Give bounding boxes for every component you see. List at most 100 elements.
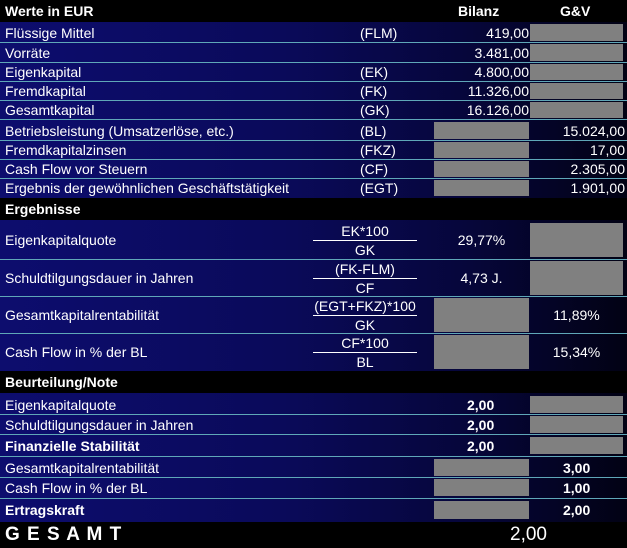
row-separator [0,42,627,43]
row-label: Schuldtilgungsdauer in Jahren [5,416,194,433]
row-separator [0,477,627,478]
bilanz-value: 419,00 [486,24,529,41]
row-label: Finanzielle Stabilität [5,437,140,454]
balance-row: Gesamtkapital (GK) 16.126,00 [0,101,627,119]
gv-value: 2,00 [563,502,591,518]
row-abbr: (EGT) [360,180,399,196]
grey-cell [530,416,623,433]
fraction-bar [313,239,417,241]
grey-cell [434,122,529,139]
header-row: Werte in EUR Bilanz G&V [0,0,627,22]
row-separator [0,81,627,82]
row-label: Eigenkapitalquote [5,232,117,248]
header-gv: G&V [560,3,591,19]
bilanz-value: 11.326,00 [467,83,529,99]
rating-row: Ertragskraft 2,00 [0,500,627,520]
header-bilanz: Bilanz [458,3,500,19]
formula: (EGT+FKZ)*100 GK [313,297,417,333]
grey-cell [434,180,529,196]
row-separator [0,434,627,435]
row-abbr: (BL) [360,122,387,139]
grey-cell [530,24,623,41]
balance-row: Cash Flow vor Steuern (CF) 2.305,00 [0,160,627,178]
row-separator [0,62,627,63]
section-title: Beurteilung/Note [5,374,118,390]
balance-row: Ergebnis der gewöhnlichen Geschäftstätig… [0,179,627,197]
formula-numerator: EK*100 [341,222,389,239]
fraction-bar [313,277,417,279]
gv-value: 11,89% [553,307,600,323]
row-label: Gesamtkapitalrentabilität [5,459,160,476]
formula-denominator: CF [355,279,375,296]
formula-denominator: BL [356,353,374,370]
grey-cell [434,335,529,369]
header-title: Werte in EUR [5,3,94,19]
grey-cell [434,479,529,496]
gv-value: 2.305,00 [570,161,626,177]
balance-row: Fremdkapitalzinsen (FKZ) 17,00 [0,141,627,159]
row-label: Vorräte [5,44,51,61]
fraction-bar [313,314,417,316]
row-abbr: (GK) [360,102,390,118]
grey-cell [434,298,529,332]
bilanz-value: 4,73 J. [460,270,503,286]
grey-cell [434,501,529,519]
bilanz-value: 29,77% [457,232,506,248]
grey-cell [530,437,623,454]
gv-value: 17,00 [589,142,625,158]
row-separator [0,498,627,499]
row-label: Eigenkapital [5,64,82,80]
grey-cell [434,142,529,158]
grey-cell [530,223,623,257]
rating-row: Cash Flow in % der BL 1,00 [0,478,627,497]
bilanz-value: 2,00 [467,437,495,454]
gv-value: 1.901,00 [570,180,626,196]
row-separator [0,456,627,457]
rating-row: Gesamtkapitalrentabilität 3,00 [0,458,627,477]
row-abbr: (FK) [360,83,388,99]
balance-row: Betriebsleistung (Umsatzerlöse, etc.) (B… [0,121,627,140]
row-abbr: (FKZ) [360,142,396,158]
row-label: Cash Flow vor Steuern [5,161,148,177]
row-label: Betriebsleistung (Umsatzerlöse, etc.) [5,122,234,139]
bilanz-value: 2,00 [467,396,495,413]
balance-row: Eigenkapital (EK) 4.800,00 [0,63,627,81]
row-label: Ertragskraft [5,502,85,518]
gv-value: 3,00 [563,459,591,476]
grey-cell [530,83,623,99]
formula: CF*100 BL [313,334,417,370]
gv-value: 15.024,00 [562,122,625,139]
row-separator [0,259,627,260]
row-label: Ergebnis der gewöhnlichen Geschäftstätig… [5,180,290,196]
formula-numerator: CF*100 [341,334,389,351]
rating-row: Schuldtilgungsdauer in Jahren 2,00 [0,415,627,434]
result-row: Schuldtilgungsdauer in Jahren (FK-FLM) C… [0,260,627,296]
row-separator [0,414,627,415]
section-title: Ergebnisse [5,201,81,217]
balance-row: Flüssige Mittel (FLM) 419,00 [0,23,627,42]
row-label: Gesamtkapital [5,102,95,118]
section-header-results: Ergebnisse [0,198,627,220]
row-separator [0,296,627,297]
row-abbr: (FLM) [360,24,398,41]
section-header-rating: Beurteilung/Note [0,371,627,393]
row-label: Fremdkapitalzinsen [5,142,127,158]
result-row: Gesamtkapitalrentabilität (EGT+FKZ)*100 … [0,297,627,333]
total-label: G E S A M T [5,524,123,545]
fraction-bar [313,351,417,353]
gv-value: 1,00 [563,479,591,496]
total-value: 2,00 [510,524,547,545]
bilanz-value: 3.481,00 [474,44,530,61]
result-row: Eigenkapitalquote EK*100 GK 29,77% [0,222,627,258]
grey-cell [530,64,623,80]
balance-row: Vorräte 3.481,00 [0,43,627,62]
row-separator [0,119,627,120]
row-separator [0,159,627,160]
row-separator [0,178,627,179]
row-abbr: (EK) [360,64,388,80]
grey-cell [530,44,623,61]
row-label: Fremdkapital [5,83,86,99]
formula-numerator: (FK-FLM) [335,260,395,277]
grey-cell [434,459,529,476]
